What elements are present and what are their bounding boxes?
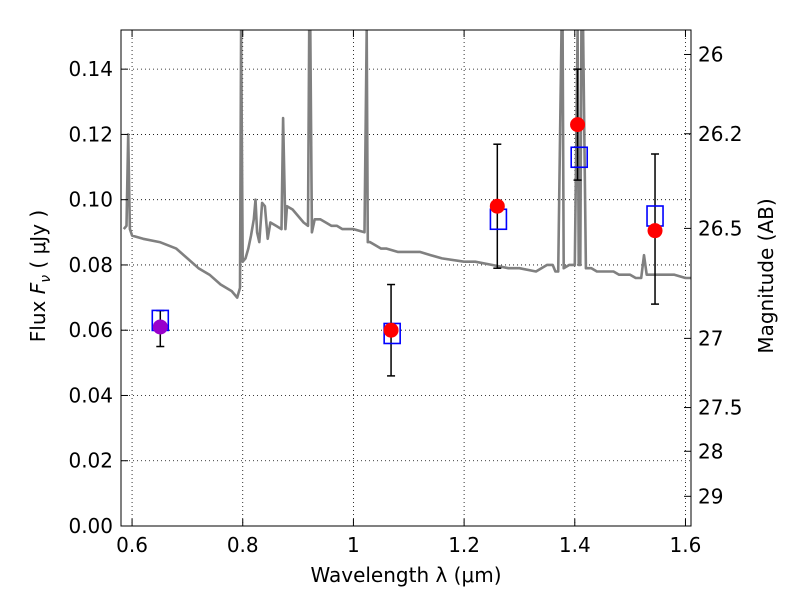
observed-flux-point bbox=[152, 319, 168, 335]
x-axis-label: Wavelength λ (μm) bbox=[310, 563, 501, 587]
axis-ticks bbox=[121, 30, 691, 527]
right-tick-label: 26.5 bbox=[698, 216, 743, 240]
right-tick-label: 29 bbox=[698, 484, 723, 508]
right-tick-label: 28 bbox=[698, 439, 723, 463]
sed-model-curve bbox=[122, 30, 691, 299]
right-tick-labels: 26 26.2 26.5 27 27.5 28 29 bbox=[698, 42, 743, 508]
x-tick-label: 1.6 bbox=[670, 533, 702, 557]
x-tick-label: 0.8 bbox=[227, 533, 259, 557]
right-tick-label: 26 bbox=[698, 42, 723, 66]
x-tick-labels: 0.6 0.8 1 1.2 1.4 1.6 bbox=[116, 533, 701, 557]
y-tick-label: 0.06 bbox=[68, 318, 113, 342]
y-axis-label-left: Flux Fν ( μJy ) bbox=[26, 210, 54, 342]
y-tick-label: 0.10 bbox=[68, 188, 113, 212]
y-axis-label-right: Magnitude (AB) bbox=[754, 198, 778, 353]
observed-flux-point bbox=[570, 117, 586, 133]
y-label-suffix: ( μJy ) bbox=[26, 210, 50, 275]
grid-lines bbox=[121, 30, 691, 527]
plot-frame bbox=[120, 29, 692, 527]
observed-flux-point bbox=[489, 198, 505, 214]
x-tick-label: 1.2 bbox=[448, 533, 480, 557]
y-tick-label: 0.00 bbox=[68, 514, 113, 538]
y-tick-label: 0.08 bbox=[68, 253, 113, 277]
x-tick-label: 0.6 bbox=[116, 533, 148, 557]
y-label-sub: ν bbox=[38, 275, 54, 283]
y-tick-label: 0.14 bbox=[68, 57, 113, 81]
x-tick-label: 1.4 bbox=[559, 533, 591, 557]
right-tick-label: 26.2 bbox=[698, 122, 743, 146]
y-tick-label: 0.12 bbox=[68, 122, 113, 146]
observed-flux-point bbox=[383, 322, 399, 338]
y-label-prefix: Flux bbox=[26, 294, 50, 342]
right-tick-label: 27.5 bbox=[698, 396, 743, 420]
right-tick-label: 27 bbox=[698, 326, 723, 350]
observed-flux-point bbox=[647, 223, 663, 239]
x-tick-label: 1 bbox=[347, 533, 360, 557]
y-tick-labels: 0.00 0.02 0.04 0.06 0.08 0.10 0.12 0.14 bbox=[68, 57, 113, 538]
observed-flux-points bbox=[152, 117, 663, 338]
sed-line-path bbox=[122, 30, 691, 299]
y-label-symbol: F bbox=[26, 282, 50, 294]
model-square-marker bbox=[570, 146, 589, 169]
y-tick-label: 0.04 bbox=[68, 383, 113, 407]
y-tick-label: 0.02 bbox=[68, 449, 113, 473]
